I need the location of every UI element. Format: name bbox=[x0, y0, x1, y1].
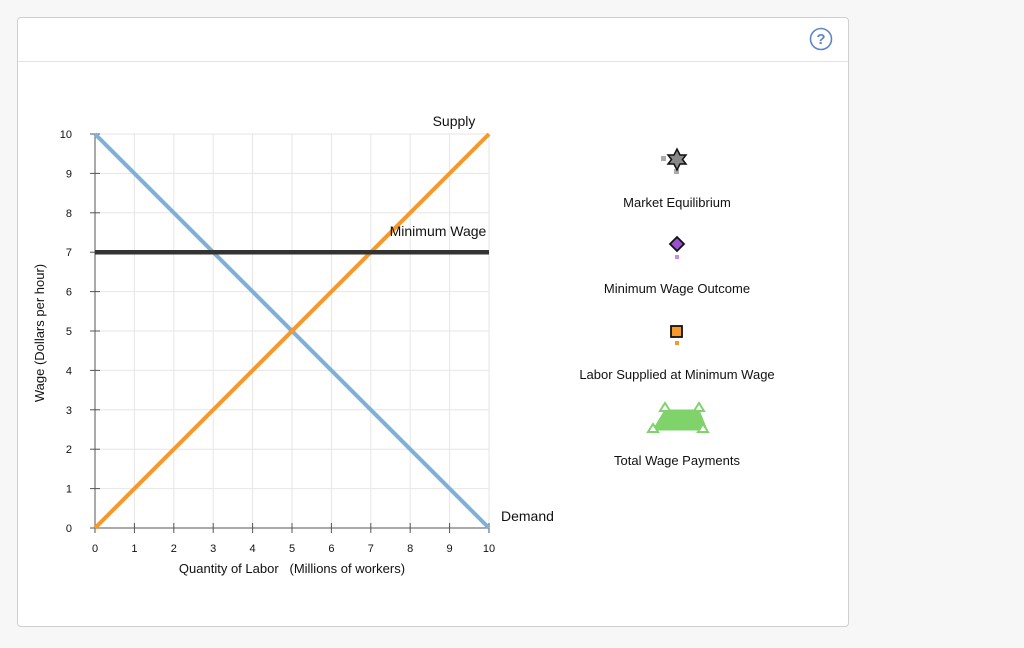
legend-label-market-equilibrium: Market Equilibrium bbox=[623, 195, 731, 210]
minimum-wage-label: Minimum Wage bbox=[390, 223, 487, 239]
x-tick-label-7: 7 bbox=[368, 543, 374, 555]
y-tick-label-10: 10 bbox=[60, 129, 72, 141]
x-tick-label-10: 10 bbox=[483, 543, 495, 555]
supply-line bbox=[93, 132, 491, 530]
help-glyph: ? bbox=[816, 31, 825, 48]
x-tick-label-5: 5 bbox=[289, 543, 295, 555]
y-tick-label-6: 6 bbox=[66, 287, 72, 299]
panel-header: ? bbox=[18, 18, 848, 62]
tick-labels: 0 1 2 3 4 5 6 7 8 9 10 0 1 2 3 4 5 6 7 8 9 10 bbox=[60, 129, 495, 555]
y-tick-label-3: 3 bbox=[66, 405, 72, 417]
supply-label: Supply bbox=[433, 113, 476, 129]
help-icon[interactable]: ? bbox=[809, 27, 833, 51]
y-tick-label-8: 8 bbox=[66, 208, 72, 220]
y-tick-label-1: 1 bbox=[66, 484, 72, 496]
demand-label: Demand bbox=[501, 508, 554, 524]
x-tick-label-9: 9 bbox=[447, 543, 453, 555]
x-tick-label-1: 1 bbox=[131, 543, 137, 555]
minimum-wage-outcome-diamond-icon[interactable] bbox=[665, 235, 689, 263]
y-tick-label-9: 9 bbox=[66, 168, 72, 180]
y-axis-title: Wage (Dollars per hour) bbox=[32, 264, 47, 402]
market-equilibrium-star-icon[interactable] bbox=[657, 147, 697, 175]
total-wage-payments-polygon-icon[interactable] bbox=[643, 400, 711, 436]
x-tick-label-4: 4 bbox=[250, 543, 256, 555]
y-tick-label-4: 4 bbox=[66, 365, 72, 377]
series-labels: Demand Supply Minimum Wage bbox=[390, 113, 554, 524]
legend-label-minimum-wage-outcome: Minimum Wage Outcome bbox=[603, 281, 751, 296]
x-tick-label-8: 8 bbox=[407, 543, 413, 555]
y-tick-label-7: 7 bbox=[66, 247, 72, 259]
y-tick-label-5: 5 bbox=[66, 326, 72, 338]
x-tick-label-0: 0 bbox=[92, 543, 98, 555]
x-tick-label-2: 2 bbox=[171, 543, 177, 555]
x-axis-title: Quantity of Labor (Millions of workers) bbox=[179, 561, 405, 576]
legend-label-total-wage-payments: Total Wage Payments bbox=[614, 453, 740, 468]
axes bbox=[90, 133, 490, 533]
labor-supplied-square-icon[interactable] bbox=[665, 322, 689, 350]
x-tick-label-6: 6 bbox=[328, 543, 334, 555]
x-tick-label-3: 3 bbox=[210, 543, 216, 555]
y-tick-label-2: 2 bbox=[66, 444, 72, 456]
question-panel: ? bbox=[17, 17, 849, 627]
series-lines bbox=[93, 132, 491, 530]
y-tick-label-0: 0 bbox=[66, 523, 72, 535]
legend-label-labor-supplied: Labor Supplied at Minimum Wage bbox=[579, 367, 775, 382]
